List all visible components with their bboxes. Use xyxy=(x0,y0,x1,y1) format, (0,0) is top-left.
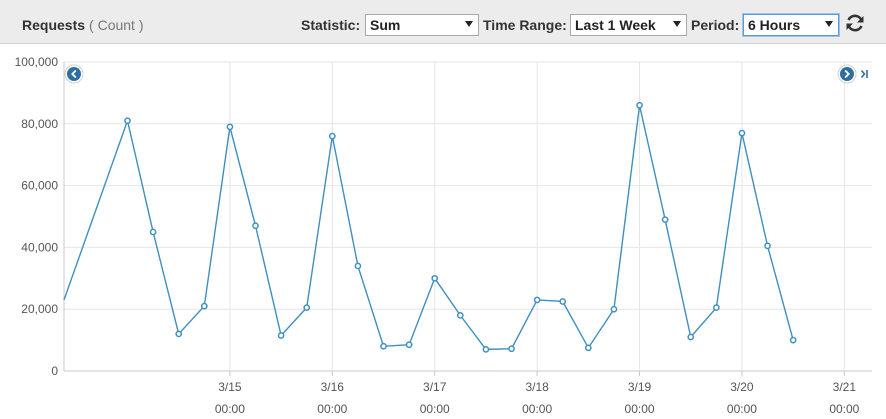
data-point xyxy=(328,132,336,140)
chevron-left-icon xyxy=(67,67,81,81)
data-point xyxy=(303,304,311,312)
data-point xyxy=(149,228,157,236)
x-tick-date: 3/15 xyxy=(218,380,242,394)
time-range-select[interactable]: Last 1 Week xyxy=(570,14,687,36)
y-tick-label: 100,000 xyxy=(15,55,59,69)
period-select[interactable]: 6 Hours xyxy=(743,14,839,36)
x-tick-date: 3/19 xyxy=(628,380,652,394)
data-point xyxy=(559,298,567,305)
data-point xyxy=(610,305,618,313)
x-tick-time: 00:00 xyxy=(215,402,245,416)
chevron-right-icon xyxy=(840,67,854,81)
x-tick-time: 00:00 xyxy=(625,402,655,416)
y-axis: 0 20,000 40,000 60,000 80,000 100,000 xyxy=(15,55,59,378)
statistic-select[interactable]: Sum xyxy=(365,14,479,36)
chevron-down-icon xyxy=(465,21,473,27)
x-tick-time: 00:00 xyxy=(727,402,757,416)
next-period-button[interactable] xyxy=(837,64,857,84)
data-point xyxy=(533,296,541,304)
x-tick-date: 3/17 xyxy=(423,380,447,394)
data-point xyxy=(687,333,695,341)
data-point xyxy=(482,346,490,353)
data-point xyxy=(252,222,259,230)
statistic-label: Statistic: xyxy=(301,17,361,33)
data-point xyxy=(200,302,208,310)
chevron-down-icon xyxy=(673,21,681,27)
data-point xyxy=(661,216,669,223)
y-tick-label: 20,000 xyxy=(21,302,58,316)
data-point xyxy=(175,330,183,338)
data-point xyxy=(636,101,643,109)
data-point xyxy=(738,129,746,137)
x-axis: 3/15 00:00 3/16 00:00 3/17 00:00 3/18 00:00 3/19… xyxy=(215,380,860,416)
chevron-down-icon xyxy=(825,21,833,27)
data-point xyxy=(584,344,592,352)
x-tick-date: 3/18 xyxy=(525,380,549,394)
x-tick-time: 00:00 xyxy=(829,402,859,416)
time-range-label: Time Range: xyxy=(483,17,567,33)
series-line xyxy=(63,105,794,351)
refresh-icon[interactable] xyxy=(843,11,867,35)
x-tick-time: 00:00 xyxy=(317,402,347,416)
period-label: Period: xyxy=(691,17,740,33)
chart-area: 0 20,000 40,000 60,000 80,000 100,000 3/15 00:… xyxy=(15,55,872,416)
statistic-value: Sum xyxy=(370,17,401,33)
data-point xyxy=(124,117,131,125)
period-value: 6 Hours xyxy=(748,17,801,33)
x-tick-time: 00:00 xyxy=(420,402,450,416)
data-point xyxy=(277,332,285,339)
metric-name: Requests xyxy=(22,17,86,33)
y-tick-label: 60,000 xyxy=(21,179,58,193)
y-tick-label: 80,000 xyxy=(21,117,58,131)
chart-grid xyxy=(63,61,872,376)
data-point xyxy=(405,341,413,349)
y-tick-label: 0 xyxy=(51,364,58,378)
data-point xyxy=(712,304,720,312)
series-requests xyxy=(63,101,797,353)
skip-to-latest-button[interactable] xyxy=(860,69,868,79)
data-point xyxy=(380,342,387,350)
data-point xyxy=(226,123,234,131)
prev-period-button[interactable] xyxy=(64,64,84,84)
data-point xyxy=(508,345,515,353)
chart-header: Requests( Count ) Statistic: Sum Time Ra… xyxy=(0,0,886,44)
x-tick-date: 3/21 xyxy=(833,380,857,394)
data-point xyxy=(354,262,362,270)
data-point xyxy=(789,336,797,344)
data-point xyxy=(431,274,439,282)
time-range-value: Last 1 Week xyxy=(575,17,656,33)
y-tick-label: 40,000 xyxy=(21,240,58,254)
x-tick-date: 3/20 xyxy=(730,380,754,394)
skip-to-end-icon xyxy=(860,69,866,79)
metric-unit: ( Count ) xyxy=(89,17,144,33)
x-tick-date: 3/16 xyxy=(321,380,345,394)
chart-title: Requests( Count ) xyxy=(22,17,144,33)
x-tick-time: 00:00 xyxy=(522,402,552,416)
data-point xyxy=(764,242,771,250)
data-point xyxy=(456,312,464,319)
